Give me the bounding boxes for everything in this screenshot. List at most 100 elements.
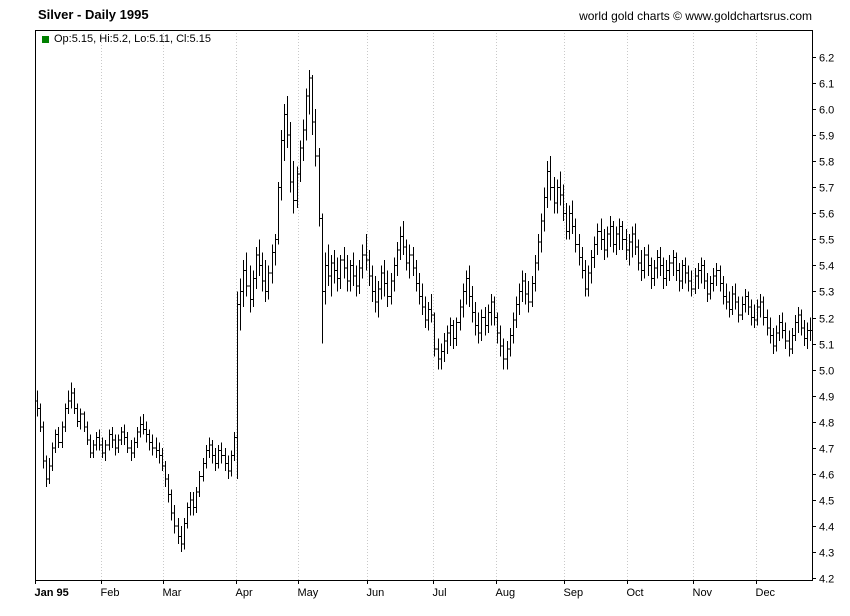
y-axis-label: 5.0 [819,366,834,378]
ohlc-bar [335,257,340,292]
ohlc-bar [298,140,303,183]
ohlc-bar [771,327,776,354]
ohlc-bar [577,234,582,266]
x-axis-label: Jan 95 [35,587,69,599]
ohlc-bar [116,434,121,453]
ohlc-bar [332,249,337,284]
ohlc-bar [454,317,459,347]
ohlc-bar [204,445,209,469]
ohlc-bar [423,296,428,328]
y-axis-label: 5.8 [819,157,834,169]
attribution-text: world gold charts © www.goldchartsrus.co… [579,9,812,23]
ohlc-bar [661,257,666,289]
ohlc-bar [793,314,798,341]
ohlc-bar [154,437,159,459]
ohlc-bar [708,275,713,300]
ohlc-bar [310,75,315,136]
ohlc-bar [147,429,152,451]
ohlc-bar [476,312,481,344]
ohlc-bar [486,304,491,334]
ohlc-bar [50,442,55,472]
ohlc-bar [285,96,290,149]
ohlc-bar [226,455,231,480]
ohlc-bar [207,437,212,459]
ohlc-bar [110,426,115,448]
ohlc-bar [721,275,726,305]
ohlc-bar [445,325,450,354]
y-axis-label: 4.3 [819,548,834,560]
ohlc-bar [605,226,610,258]
ohlc-bar [169,489,174,521]
ohlc-bar [790,327,795,354]
ohlc-bar [75,403,80,427]
ohlc-bar [608,215,613,248]
ohlc-bar [646,244,651,276]
ohlc-bar [194,486,199,513]
ohlc-bar [47,458,52,485]
ohlc-bar [705,273,710,302]
ohlc-bar [382,260,387,297]
ohlc-bar [718,265,723,292]
ohlc-bar [426,301,431,331]
legend-ohlc-values: Op:5.15, Hi:5.2, Lo:5.11, Cl:5.15 [54,33,211,45]
ohlc-bar [266,265,271,300]
x-axis-label: Oct [627,587,644,599]
ohlc-bar [689,270,694,297]
ohlc-bar [119,426,124,446]
ohlc-bar [611,221,616,253]
y-axis-label: 5.7 [819,183,834,195]
x-axis-label: Feb [101,587,120,599]
ohlc-bar [730,286,735,315]
ohlc-bar [201,458,206,482]
ohlc-bar [282,103,287,162]
ohlc-bar [398,226,403,261]
ohlc-bar [307,70,312,115]
ohlc-bar [376,281,381,318]
ohlc-bar [348,260,353,292]
ohlc-bar [138,416,143,438]
ohlc-bar [44,455,49,487]
ohlc-bar [69,382,74,409]
ohlc-bar [680,260,685,289]
ohlc-bar [655,249,660,279]
ohlc-bar [35,390,40,417]
ohlc-bar [367,249,372,287]
ohlc-bar [66,390,71,414]
ohlc-bar [523,273,528,305]
ohlc-bar [188,492,193,516]
ohlc-bar [714,262,719,287]
ohlc-bar [498,325,503,357]
ohlc-bar [570,200,575,235]
ohlc-bar [530,275,535,308]
ohlc-bar [260,252,265,292]
y-axis-label: 4.6 [819,470,834,482]
y-axis-label: 4.9 [819,392,834,404]
y-axis-label: 5.3 [819,287,834,299]
ohlc-bar [586,265,591,297]
legend: Op:5.15, Hi:5.2, Lo:5.11, Cl:5.15 [42,33,211,45]
y-axis-label: 5.4 [819,261,834,273]
ohlc-series [35,70,813,552]
ohlc-bar [238,278,243,331]
ohlc-bar [561,184,566,222]
ohlc-bar [740,296,745,321]
ohlc-bar [191,492,196,516]
x-axis-label: Sep [564,587,584,599]
ohlc-bar [580,247,585,279]
ohlc-bar [599,218,604,250]
ohlc-bar [727,291,732,318]
ohlc-bar [805,322,810,349]
y-axis-label: 4.7 [819,444,834,456]
ohlc-bar [501,338,506,370]
ohlc-bar [636,239,641,271]
x-axis-label: Jun [367,587,385,599]
ohlc-bar [749,299,754,326]
ohlc-bar [157,442,162,464]
ohlc-bar [385,270,390,308]
ohlc-bar [514,296,519,328]
ohlc-bar [630,226,635,258]
ohlc-bar [395,241,400,276]
y-axis-label: 6.1 [819,79,834,91]
ohlc-bar [464,270,469,305]
ohlc-bar [686,265,691,292]
